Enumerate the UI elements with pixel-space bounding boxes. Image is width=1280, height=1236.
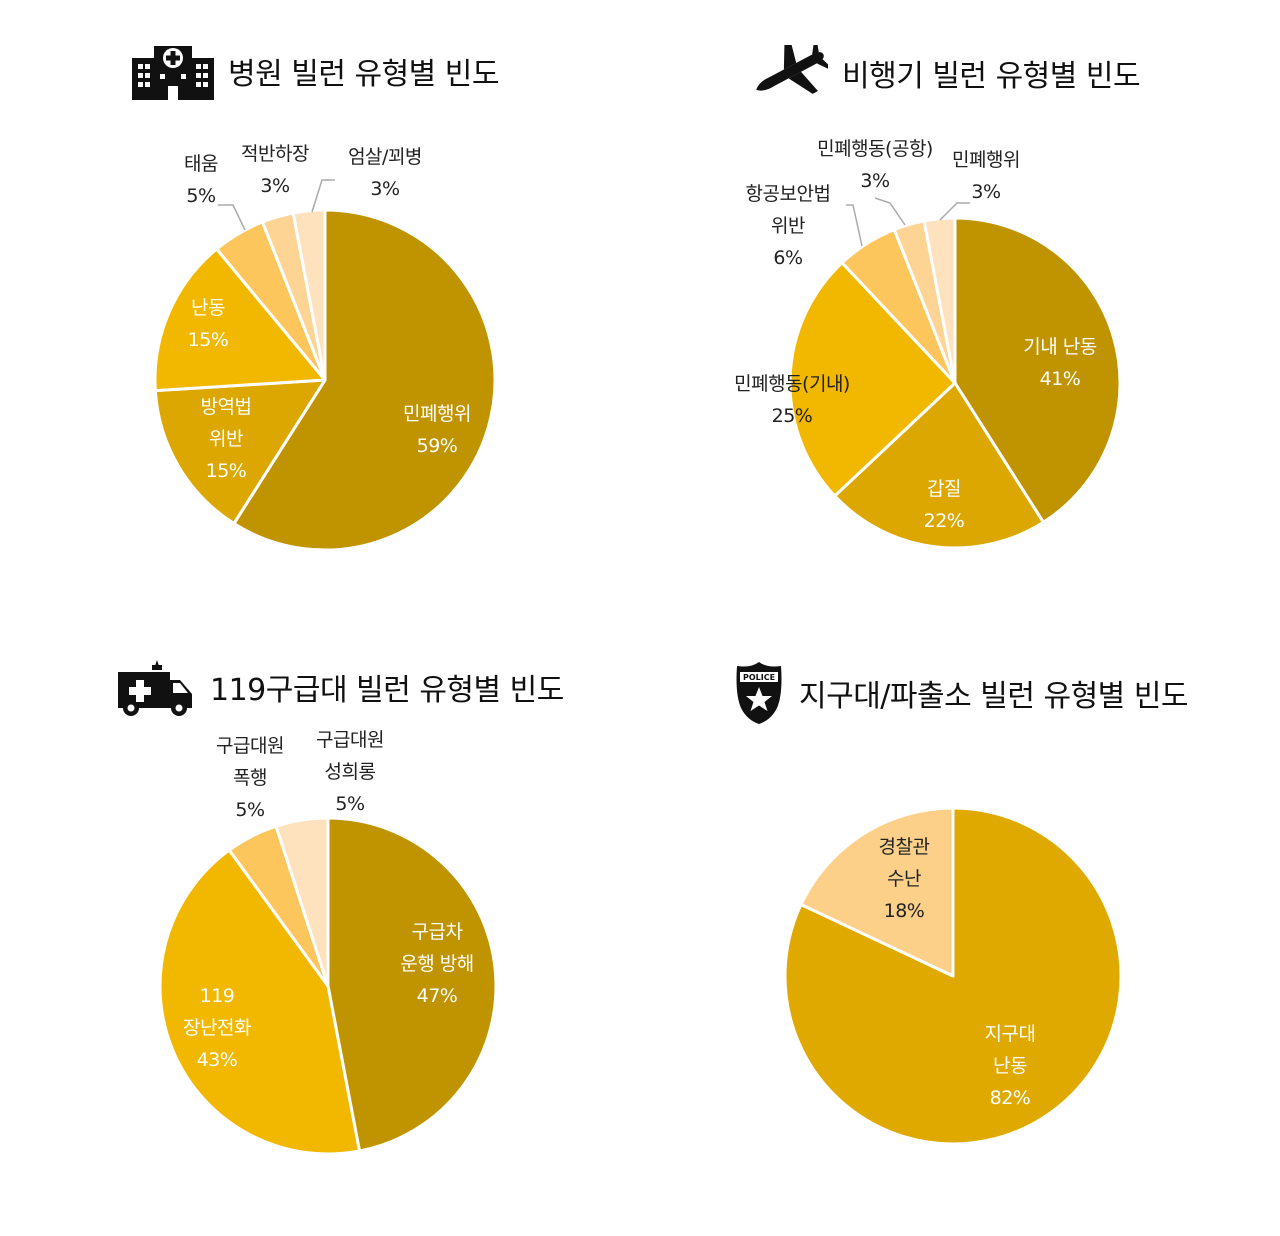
leader-line <box>874 197 906 226</box>
airplane-icon <box>748 45 828 101</box>
chart-header: 119구급대 빌런 유형별 빈도 <box>116 656 564 718</box>
slice-name-label: 운행 방해 <box>400 953 473 975</box>
pie-slice-지구대-난동 <box>783 806 1123 1146</box>
pie-slice-방역법-위반 <box>153 378 327 526</box>
slice-percent-label: 25% <box>772 405 813 427</box>
slice-percent-label: 5% <box>186 185 215 207</box>
chart-header: 병원 빌런 유형별 빈도 <box>132 42 500 100</box>
slice-name-label: 수난 <box>887 868 921 890</box>
slice-percent-label: 15% <box>206 460 247 482</box>
slice-percent-label: 43% <box>197 1049 238 1071</box>
chart-header: POLICE 지구대/파출소 빌런 유형별 빈도 <box>733 660 1189 726</box>
pie-slice-난동 <box>153 247 327 393</box>
slice-percent-label: 82% <box>990 1087 1031 1109</box>
slice-name-label: 위반 <box>209 428 243 450</box>
svg-text:POLICE: POLICE <box>743 673 775 682</box>
pie-slice-119-장난전화 <box>158 848 361 1156</box>
slice-percent-label: 22% <box>924 510 965 532</box>
slice-name-label: 민폐행동(공항) <box>817 138 933 160</box>
slice-name-label: 구급차 <box>412 921 463 943</box>
hospital-icon <box>132 42 214 100</box>
slice-percent-label: 15% <box>188 329 229 351</box>
slice-percent-label: 3% <box>860 170 889 192</box>
slice-name-label: 지구대 <box>985 1023 1036 1045</box>
slice-percent-label: 18% <box>884 900 925 922</box>
slice-name-label: 위반 <box>771 215 805 237</box>
slice-percent-label: 5% <box>235 799 264 821</box>
leader-line <box>218 204 246 231</box>
slice-name-label: 적반하장 <box>241 143 309 165</box>
slice-percent-label: 5% <box>335 793 364 815</box>
pie-slice-엄살-꾀병 <box>291 208 327 382</box>
pie-slice-경찰관-수난 <box>799 806 955 978</box>
slice-name-label: 방역법 <box>201 396 252 418</box>
chart-title: 지구대/파출소 빌런 유형별 빈도 <box>799 679 1189 714</box>
slice-name-label: 민폐행위 <box>952 149 1020 171</box>
slice-name-label: 119 <box>200 985 235 1007</box>
slice-percent-label: 3% <box>971 181 1000 203</box>
slice-percent-label: 3% <box>370 178 399 200</box>
slice-name-label: 기내 난동 <box>1023 336 1096 358</box>
police-badge-icon: POLICE <box>733 660 785 726</box>
slice-name-label: 구급대원 <box>316 729 384 751</box>
slice-percent-label: 59% <box>417 435 458 457</box>
pie-slice-민폐행위 <box>232 208 497 552</box>
pie-slice-민폐행동-기내 <box>788 261 957 498</box>
slice-name-label: 민폐행위 <box>403 403 471 425</box>
chart-title: 병원 빌런 유형별 빈도 <box>228 57 500 92</box>
slice-name-label: 구급대원 <box>216 735 284 757</box>
pie-slice-민폐행위 <box>922 216 957 385</box>
slice-name-label: 장난전화 <box>183 1017 251 1039</box>
slice-percent-label: 3% <box>260 175 289 197</box>
slice-percent-label: 47% <box>417 985 458 1007</box>
slice-name-label: 태움 <box>184 153 218 175</box>
leader-line <box>846 204 863 247</box>
slice-name-label: 엄살/꾀병 <box>348 146 422 168</box>
slice-name-label: 성희롱 <box>325 761 376 783</box>
pie-slice-구급차-운행-방해 <box>326 816 498 1153</box>
leader-line <box>311 179 335 213</box>
pie-slice-구급대원-성희롱 <box>274 816 330 988</box>
leader-line <box>939 202 970 221</box>
slice-name-label: 폭행 <box>233 767 267 789</box>
ambulance-icon <box>116 656 196 718</box>
slice-name-label: 난동 <box>191 297 225 319</box>
pie-slice-갑질 <box>833 381 1045 550</box>
slice-name-label: 경찰관 <box>879 836 930 858</box>
slice-name-label: 민폐행동(기내) <box>734 373 850 395</box>
chart-header: 비행기 빌런 유형별 빈도 <box>748 45 1141 101</box>
chart-title: 비행기 빌런 유형별 빈도 <box>842 59 1141 94</box>
slice-name-label: 난동 <box>993 1055 1027 1077</box>
slice-percent-label: 6% <box>773 247 802 269</box>
slice-name-label: 항공보안법 <box>746 183 831 205</box>
slice-percent-label: 41% <box>1040 368 1081 390</box>
chart-title: 119구급대 빌런 유형별 빈도 <box>210 673 564 708</box>
slice-name-label: 갑질 <box>927 478 961 500</box>
